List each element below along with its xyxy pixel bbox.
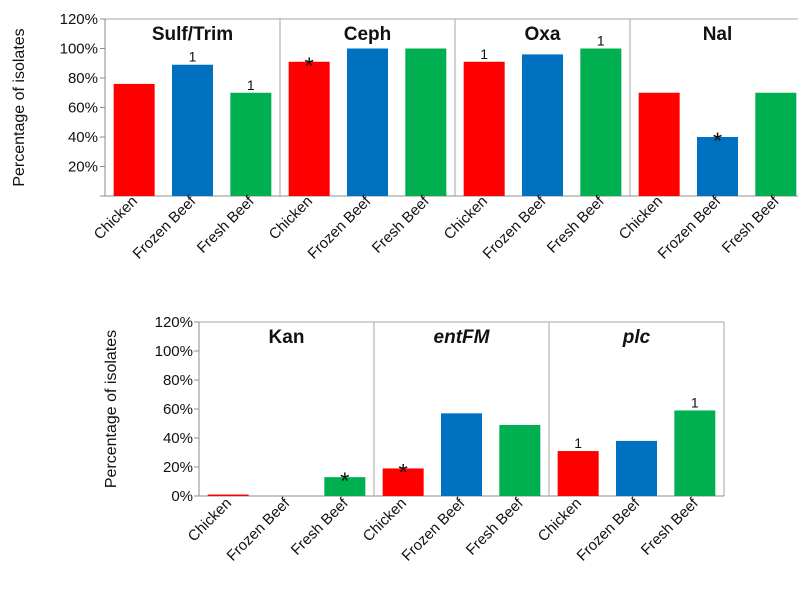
bar-chicken xyxy=(638,92,680,196)
bar-fresh-beef xyxy=(405,48,447,196)
y-tick-label: 120% xyxy=(155,314,193,331)
y-tick-label: 40% xyxy=(163,430,193,447)
category-label: Frozen Beef xyxy=(655,192,725,262)
bar-chicken xyxy=(113,83,155,196)
category-label: Chicken xyxy=(360,495,410,545)
category-label: Fresh Beef xyxy=(369,192,433,256)
category-label: Frozen Beef xyxy=(574,494,644,564)
bar-chicken xyxy=(463,61,505,197)
panel-title: entFM xyxy=(434,327,491,348)
annotation-label: 1 xyxy=(189,49,197,65)
category-label: Chicken xyxy=(91,193,141,243)
y-tick-label: 60% xyxy=(163,401,193,418)
panel-title: Sulf/Trim xyxy=(152,24,233,45)
bar-fresh-beef xyxy=(324,477,366,496)
y-tick-label: 40% xyxy=(68,129,98,146)
category-label: Fresh Beef xyxy=(463,494,527,558)
category-label: Fresh Beef xyxy=(288,494,352,558)
bar-fresh-beef xyxy=(580,48,622,196)
panel-title: Oxa xyxy=(525,24,561,45)
chart-1: 20% 40% 60% 80% 100% 120% Percentage of isolat… xyxy=(11,11,798,263)
category-label: Frozen Beef xyxy=(305,192,375,262)
y-tick-label: 80% xyxy=(68,70,98,87)
bar-frozen-beef xyxy=(616,440,657,496)
y-tick-label: 0% xyxy=(171,488,193,505)
bar-chicken xyxy=(557,451,599,496)
bar-fresh-beef xyxy=(230,92,272,196)
significance-star: * xyxy=(398,459,407,486)
y-tick-label: 120% xyxy=(60,11,98,28)
chart-2: 0% 20% 40% 60% 80% 100% 120% Percentage of isol… xyxy=(103,314,725,565)
bar-frozen-beef xyxy=(441,413,482,496)
bar-chicken xyxy=(288,61,330,197)
category-label: Fresh Beef xyxy=(194,192,258,256)
significance-star: * xyxy=(713,128,722,155)
bar-frozen-beef xyxy=(522,54,563,197)
y-axis-label: Percentage of isolates xyxy=(103,330,120,488)
significance-star: * xyxy=(304,53,313,80)
y-tick-label: 20% xyxy=(163,459,193,476)
annotation-label: 1 xyxy=(574,435,582,451)
category-label: Frozen Beef xyxy=(224,494,294,564)
panel-title: plc xyxy=(622,327,651,348)
bar-fresh-beef xyxy=(499,424,541,496)
bar-chicken xyxy=(382,468,424,496)
category-label: Chicken xyxy=(441,193,491,243)
annotation-label: 1 xyxy=(597,33,605,49)
panel-sulftrim: Sulf/Trim Chicken 1 Frozen Beef 1 Fresh Beef xyxy=(91,24,272,263)
bar-fresh-beef xyxy=(755,92,797,196)
annotation-label: 1 xyxy=(691,394,699,410)
bar-frozen-beef xyxy=(697,137,738,196)
annotation-label: 1 xyxy=(247,77,255,93)
bar-fresh-beef xyxy=(674,410,716,496)
bar-frozen-beef xyxy=(347,48,388,196)
category-label: Frozen Beef xyxy=(130,192,200,262)
category-label: Fresh Beef xyxy=(544,192,608,256)
category-label: Chicken xyxy=(616,193,666,243)
category-label: Fresh Beef xyxy=(638,494,702,558)
y-tick-label: 100% xyxy=(60,41,98,58)
y-tick-label: 60% xyxy=(68,100,98,117)
annotation-label: 1 xyxy=(480,46,488,62)
significance-star: * xyxy=(340,468,349,495)
y-axis-label: Percentage of isolates xyxy=(11,28,28,186)
bar-chicken xyxy=(207,494,249,496)
category-label: Frozen Beef xyxy=(480,192,550,262)
y-tick-label: 80% xyxy=(163,372,193,389)
category-label: Chicken xyxy=(535,495,585,545)
category-label: Chicken xyxy=(266,193,316,243)
panel-title: Ceph xyxy=(344,24,392,45)
panel-title: Nal xyxy=(703,24,733,45)
y-tick-label: 100% xyxy=(155,343,193,360)
bar-frozen-beef xyxy=(172,64,213,196)
category-label: Fresh Beef xyxy=(719,192,783,256)
category-label: Frozen Beef xyxy=(399,494,469,564)
y-tick-label: 20% xyxy=(68,159,98,176)
panel-title: Kan xyxy=(269,327,305,348)
